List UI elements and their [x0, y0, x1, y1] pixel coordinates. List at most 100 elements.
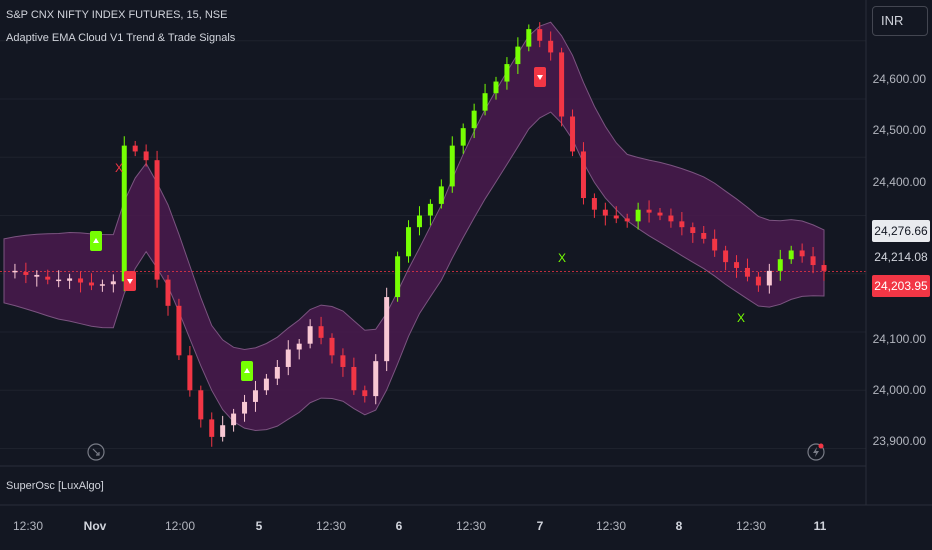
candle	[99, 284, 105, 286]
candle	[252, 390, 258, 402]
candle	[690, 227, 696, 233]
candle	[712, 238, 718, 251]
time-tick: 8	[675, 519, 683, 533]
candle	[132, 145, 138, 152]
candle	[810, 256, 816, 266]
candle	[12, 270, 18, 273]
time-tick: 12:30	[735, 519, 767, 533]
candle	[755, 276, 761, 286]
exit-signal: X	[736, 311, 746, 325]
candle	[329, 337, 335, 356]
candle	[602, 209, 608, 216]
candle	[154, 160, 160, 280]
candle	[657, 212, 663, 216]
candle	[285, 349, 291, 367]
time-tick: 5	[255, 519, 263, 533]
alert-icon[interactable]	[807, 443, 825, 461]
candle	[515, 46, 521, 65]
candle	[438, 186, 444, 204]
candles	[12, 22, 827, 447]
candle	[471, 110, 477, 129]
price-tick: 24,400.00	[872, 175, 926, 189]
time-tick: 6	[395, 519, 403, 533]
candle	[537, 29, 543, 41]
candle	[777, 259, 783, 271]
time-tick: 12:30	[12, 519, 44, 533]
candle	[504, 64, 510, 82]
candle	[242, 401, 248, 414]
replay-icon[interactable]	[87, 443, 105, 461]
candle	[679, 221, 685, 228]
candle	[613, 215, 619, 219]
candle	[766, 270, 772, 286]
candle	[449, 145, 455, 187]
candle	[351, 366, 357, 391]
candle	[460, 128, 466, 146]
candle	[788, 250, 794, 260]
candle	[362, 390, 368, 397]
exit-signal: X	[557, 251, 567, 265]
candle	[427, 203, 433, 216]
candle	[78, 278, 84, 283]
ema-cloud	[3, 21, 825, 432]
buy-signal	[241, 361, 253, 381]
currency-button[interactable]: INR	[872, 6, 928, 36]
candle	[110, 281, 116, 285]
candle	[668, 215, 674, 222]
candle	[701, 233, 707, 239]
candle	[646, 209, 652, 213]
sell-signal	[124, 271, 136, 291]
candle	[635, 209, 641, 222]
candle	[143, 151, 149, 161]
candle	[318, 326, 324, 338]
candle	[373, 361, 379, 397]
ema-upper-label: 24,276.66	[872, 220, 930, 242]
last-price-label: 24,203.95	[872, 275, 930, 297]
candle	[198, 390, 204, 420]
candle	[821, 265, 827, 271]
oscillator-title[interactable]: SuperOsc [LuxAlgo]	[6, 480, 104, 492]
candle	[734, 262, 740, 268]
candle	[187, 355, 193, 391]
candle	[723, 250, 729, 263]
candle	[296, 343, 302, 350]
candle	[176, 305, 182, 356]
price-tick: 24,500.00	[872, 123, 926, 137]
time-tick: Nov	[83, 519, 107, 533]
indicator-title[interactable]: Adaptive EMA Cloud V1 Trend & Trade Sign…	[6, 32, 236, 44]
candle	[121, 145, 127, 282]
symbol-title[interactable]: S&P CNX NIFTY INDEX FUTURES, 15, NSE	[6, 9, 228, 21]
candle	[526, 29, 532, 47]
candle	[45, 276, 51, 280]
price-tick: 23,900.00	[872, 434, 926, 448]
candle	[23, 272, 29, 275]
candle	[56, 279, 62, 282]
candle	[559, 52, 565, 117]
exit-signal: X	[114, 161, 124, 175]
time-tick: 7	[536, 519, 544, 533]
candle	[580, 151, 586, 199]
candle	[744, 267, 750, 277]
candle	[274, 366, 280, 379]
candle	[799, 250, 805, 257]
candle	[34, 274, 40, 277]
candle	[220, 425, 226, 437]
candle	[570, 116, 576, 152]
time-tick: 12:30	[595, 519, 627, 533]
time-tick: 12:00	[164, 519, 196, 533]
price-tick: 24,000.00	[872, 383, 926, 397]
candle	[307, 326, 313, 344]
price-tick: 24,600.00	[872, 72, 926, 86]
candle	[231, 413, 237, 426]
ema-middle-label: 24,214.08	[872, 246, 930, 268]
candle	[591, 198, 597, 210]
candle	[624, 218, 630, 222]
candle	[395, 256, 401, 298]
candle	[209, 419, 215, 437]
candle	[88, 282, 94, 286]
price-tick: 24,100.00	[872, 332, 926, 346]
candle	[406, 227, 412, 257]
candle	[165, 279, 171, 306]
candle	[67, 278, 73, 281]
